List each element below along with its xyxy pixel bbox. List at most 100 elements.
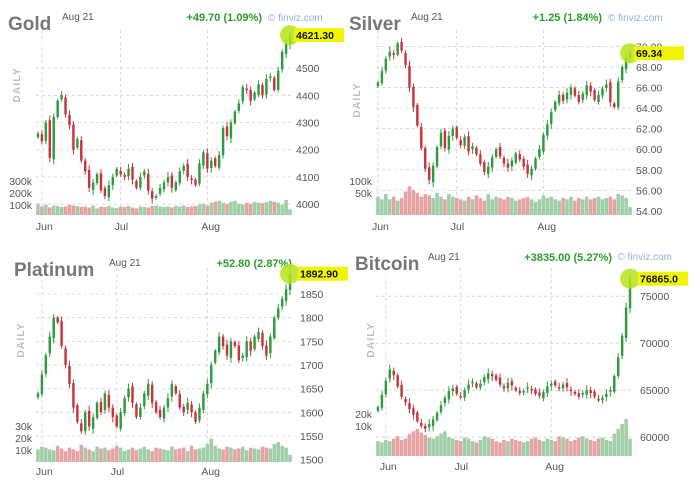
candle-body — [241, 355, 244, 358]
candle-body — [194, 412, 197, 422]
candle-body — [241, 87, 244, 102]
volume-bar — [162, 449, 166, 462]
volume-bar — [189, 445, 194, 462]
candle-body — [467, 384, 470, 390]
volume-bar — [604, 439, 609, 456]
volume-bar — [122, 206, 127, 215]
volume-bar — [205, 444, 210, 462]
candle-body — [455, 127, 458, 138]
candle-body — [404, 52, 407, 65]
volume-bar — [553, 199, 557, 215]
candle-body — [400, 384, 403, 397]
candle-body — [150, 384, 154, 403]
candle-body — [119, 170, 122, 175]
y-tick-label: 64.00 — [636, 103, 662, 115]
y-tick-label: 4400 — [296, 90, 320, 102]
candle-body — [273, 317, 276, 339]
volume-bar — [454, 439, 459, 456]
candle-body — [115, 415, 118, 427]
candle-body — [135, 181, 138, 188]
candle-body — [479, 383, 482, 388]
volume-bar — [118, 206, 123, 215]
volume-bar — [87, 449, 91, 462]
candle-body — [261, 85, 264, 96]
candle-body — [178, 171, 181, 184]
candle-body — [388, 369, 392, 379]
candle-body — [624, 307, 628, 338]
volume-bar — [431, 438, 435, 456]
candle-body — [494, 375, 498, 380]
candle-body — [565, 92, 569, 100]
candle-body — [605, 84, 608, 88]
volume-bar — [565, 438, 569, 456]
volume-bar — [458, 199, 463, 215]
volume-bar — [240, 446, 245, 462]
volume-bar — [260, 446, 265, 462]
candle-body — [628, 278, 632, 309]
last-price-marker — [280, 263, 301, 284]
candle-body — [206, 153, 209, 169]
candle-body — [577, 393, 581, 397]
last-price-highlight — [294, 28, 344, 43]
candle-body — [416, 104, 419, 126]
candle-body — [400, 41, 403, 51]
candle-body — [225, 344, 229, 356]
x-tick-label: Jul — [455, 461, 468, 473]
candle-body — [229, 341, 233, 358]
candle-body — [143, 171, 146, 176]
volume-bar — [134, 208, 139, 215]
candle-body — [518, 154, 521, 160]
volume-bar — [388, 441, 392, 456]
volume-tick-label: 20k — [355, 409, 373, 421]
volume-bar — [384, 194, 388, 215]
volume-bar — [451, 438, 455, 456]
candle-body — [530, 388, 533, 391]
volume-bar — [40, 206, 44, 215]
candle-body — [605, 393, 608, 397]
candle-body — [111, 176, 115, 186]
candles — [376, 37, 632, 188]
volume-bar — [150, 206, 154, 215]
volume-bar — [380, 442, 384, 456]
volume-bar — [391, 438, 396, 456]
y-tick-label: 66.00 — [636, 83, 662, 95]
candle-body — [534, 389, 537, 394]
volume-tick-label: 50k — [355, 188, 373, 200]
y-tick-label: 68.00 — [636, 62, 662, 74]
volume-bar — [435, 436, 439, 456]
candle-body — [427, 167, 431, 181]
candle-body — [276, 308, 280, 318]
volume-bar — [193, 449, 198, 462]
volume-bar — [561, 198, 565, 215]
volume-bar — [584, 196, 589, 215]
candle-body — [620, 67, 624, 80]
y-tick-label: 70000 — [640, 338, 669, 350]
candle-body — [99, 173, 103, 191]
volume-bar — [59, 206, 64, 215]
candle-body — [107, 185, 111, 198]
candle-body — [84, 160, 87, 172]
volume-bar — [510, 438, 514, 456]
candle-body — [593, 90, 596, 100]
candle-body — [459, 396, 462, 398]
volume-bar — [83, 206, 88, 215]
volume-bar — [111, 448, 115, 462]
candle-body — [217, 155, 221, 168]
volume-bar — [608, 196, 613, 215]
candle-body — [396, 43, 399, 55]
volume-bar — [506, 196, 510, 215]
volume-bar — [506, 441, 510, 456]
volume-bar — [272, 444, 277, 462]
candle-body — [60, 320, 63, 347]
candle-body — [154, 195, 158, 198]
candle-body — [87, 169, 91, 188]
volume-bar — [99, 206, 103, 215]
candle-body — [561, 384, 565, 389]
candle-body — [87, 410, 91, 427]
volume-bar — [620, 423, 624, 456]
volume-bar — [118, 447, 123, 462]
candle-body — [384, 58, 388, 71]
volume-bar — [48, 449, 52, 462]
source-label: © finviz.com — [608, 13, 663, 24]
candle-body — [392, 53, 395, 55]
